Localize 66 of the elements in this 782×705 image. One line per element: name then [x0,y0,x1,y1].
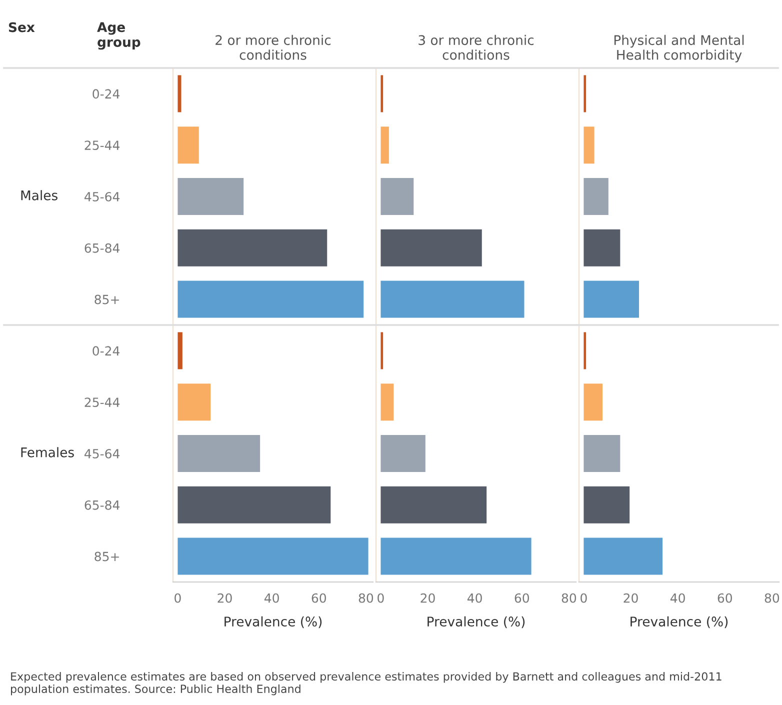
y-tick-label: 65-84 [84,243,120,253]
bar [584,126,594,164]
y-tick-label: 45-64 [84,192,120,202]
x-tick-label: 60 [312,593,326,603]
y-tick-label: 25-44 [84,140,120,150]
x-tick-label: 40 [264,593,279,603]
x-tick-label: 20 [420,593,435,603]
x-tick-label: 80 [764,593,780,603]
x-tick-label: 40 [467,593,482,603]
bar [584,538,663,575]
x-tick-label: 80 [358,593,374,603]
bar [178,75,182,112]
bar [178,280,364,318]
bar [178,538,368,575]
bar [178,229,328,266]
x-tick-label: 40 [670,593,685,603]
bar [380,229,482,266]
bar [178,178,244,216]
chart-title: Physical and Mental Health comorbidity [614,34,744,62]
x-tick-label: 60 [514,593,530,603]
x-axis-title: Prevalence (%) [428,616,525,628]
x-tick-label: 0 [580,593,587,603]
bar [584,332,586,370]
bar [584,229,620,266]
bar [380,280,524,318]
x-tick-label: 0 [174,593,181,603]
bar [178,332,182,370]
bar [380,434,426,472]
bar [584,384,603,421]
bar [584,486,630,524]
bar [380,538,532,575]
bar [380,126,389,164]
x-tick-label: 80 [562,593,576,603]
bar [178,126,199,164]
text: Sex [8,22,35,32]
bar [380,75,384,112]
y-tick-label: 0-24 [92,89,120,99]
x-tick-label: 20 [624,593,638,603]
bar [178,486,331,524]
y-tick-label: 45-64 [84,448,120,458]
y-tick-label: 0-24 [92,346,120,356]
bar [178,384,211,421]
bar [380,332,384,370]
y-tick-label: 25-44 [84,398,120,408]
text: Males [21,190,58,200]
bar [584,178,608,216]
x-axis-title: Prevalence (%) [224,616,322,628]
bar [380,178,414,216]
x-tick-label: 20 [218,593,232,603]
x-tick-label: 0 [378,593,384,603]
y-tick-label: 85+ [94,552,119,562]
text: Expected prevalence estimates are based on observed prevalence estimates provided by Barnett and colleagues and mid-2011 population estimates. Source: Public Health England [11,672,722,696]
y-tick-label: 65-84 [84,500,120,510]
chart-title: 2 or more chronic conditions [216,34,331,60]
text: Females [21,447,74,458]
bar [380,384,394,421]
text: Age group [97,22,140,50]
bar [584,434,620,472]
chart-title: 3 or more chronic conditions [418,34,534,60]
x-axis-title: Prevalence (%) [630,616,728,628]
bar [178,434,260,472]
bar [380,486,487,524]
x-tick-label: 60 [718,593,732,603]
bar [584,75,586,112]
bar [584,280,639,318]
y-tick-label: 85+ [94,294,119,304]
